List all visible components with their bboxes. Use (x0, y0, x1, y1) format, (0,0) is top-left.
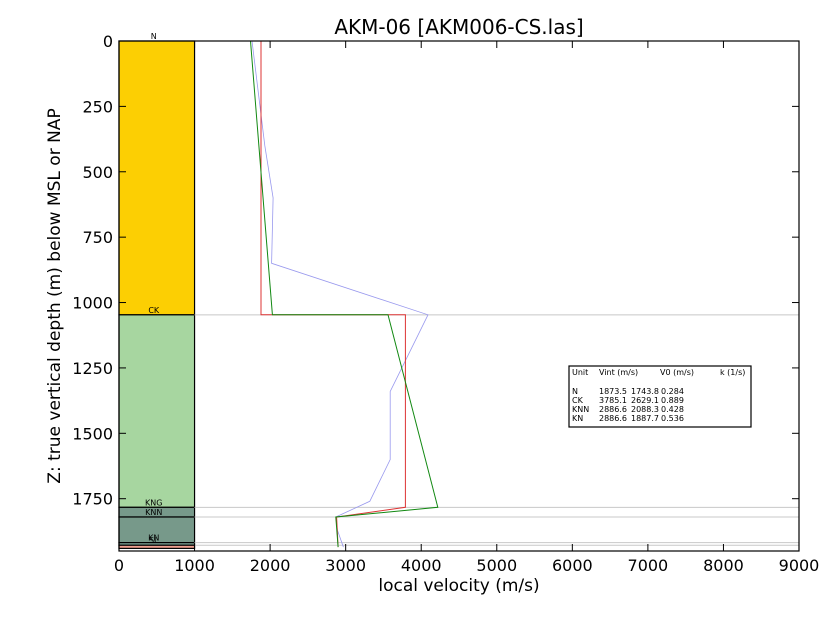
x-tick-label-6: 6000 (552, 556, 593, 575)
axes-frame (118, 40, 800, 552)
x-tick-label-9: 9000 (779, 556, 820, 575)
legend-box (568, 365, 752, 428)
y-tick-label-4: 1000 (72, 294, 113, 313)
legend-cell-2-2: 2088.3 (631, 405, 659, 414)
unit-label-n: N (151, 32, 157, 41)
y-tick-label-0: 0 (103, 32, 113, 51)
y-tick-label-7: 1750 (72, 490, 113, 509)
chart-title: AKM-06 [AKM006-CS.las] (334, 15, 583, 39)
x-tick-label-1: 1000 (174, 556, 215, 575)
series-line-1 (260, 41, 406, 548)
legend-cell-3-2: 1887.7 (631, 414, 659, 423)
y-tick-label-3: 750 (82, 228, 113, 247)
legend-cell-1-0: CK (572, 396, 584, 405)
legend-cell-2-3: 0.428 (661, 405, 684, 414)
unit-label-ck: CK (148, 306, 160, 315)
legend-header-1: Vint (m/s) (599, 368, 638, 377)
legend-header-3: k (1/s) (720, 368, 745, 377)
legend-cell-1-1: 3785.1 (599, 396, 627, 405)
legend-cell-3-3: 0.536 (661, 414, 684, 423)
y-tick-label-5: 1250 (72, 359, 113, 378)
lithology-unit-n (118, 40, 196, 316)
legend-cell-0-0: N (572, 387, 578, 396)
unit-label-kng: KNG (145, 498, 162, 507)
legend-cell-1-2: 2629.1 (631, 396, 659, 405)
unit-label-sl: SL (149, 536, 159, 545)
series-line-2 (250, 40, 439, 548)
legend-cell-0-1: 1873.5 (599, 387, 627, 396)
y-tick-label-1: 250 (82, 97, 113, 116)
x-axis-label: local velocity (m/s) (378, 576, 539, 596)
legend-header-2: V0 (m/s) (660, 368, 694, 377)
y-tick-label-6: 1500 (72, 424, 113, 443)
lithology-unit-ck (118, 314, 196, 508)
y-axis-label: Z: true vertical depth (m) below MSL or … (45, 108, 65, 483)
unit-label-kn: KN (148, 534, 159, 543)
legend-cell-1-3: 0.889 (661, 396, 684, 405)
legend-cell-0-3: 0.284 (661, 387, 684, 396)
x-tick-label-4: 4000 (401, 556, 442, 575)
x-tick-label-5: 5000 (476, 556, 517, 575)
legend-header-0: Unit (572, 368, 588, 377)
x-tick-label-8: 8000 (703, 556, 744, 575)
legend-cell-2-1: 2886.6 (599, 405, 627, 414)
unit-label-knn: KNN (145, 508, 162, 517)
x-tick-label-7: 7000 (628, 556, 669, 575)
lithology-unit-sl (118, 544, 196, 549)
legend-cell-0-2: 1743.8 (631, 387, 659, 396)
y-tick-label-2: 500 (82, 163, 113, 182)
legend-cell-3-1: 2886.6 (599, 414, 627, 423)
lithology-unit-knn (118, 516, 196, 544)
x-tick-label-3: 3000 (325, 556, 366, 575)
x-tick-label-0: 0 (114, 556, 124, 575)
legend-cell-3-0: KN (572, 414, 583, 423)
series-line-0 (251, 40, 429, 548)
x-tick-label-2: 2000 (250, 556, 291, 575)
legend-cell-2-0: KNN (572, 405, 589, 414)
